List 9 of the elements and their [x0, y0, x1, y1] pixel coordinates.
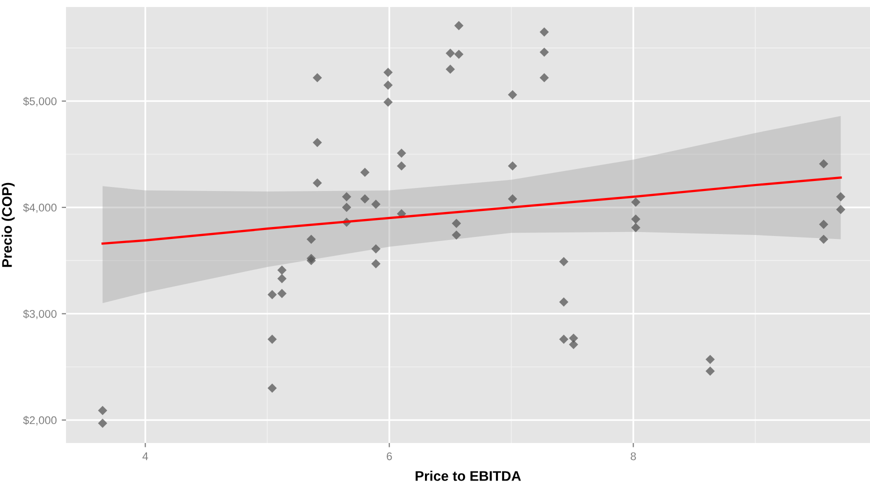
- y-tick-label: $4,000: [23, 203, 57, 213]
- x-tick-label: 6: [386, 452, 392, 460]
- x-axis-title: Price to EBITDA: [416, 470, 521, 481]
- y-axis-title: Precio (COP): [2, 182, 15, 267]
- x-tick-label: 8: [630, 452, 636, 460]
- y-tick-label: $2,000: [23, 416, 57, 426]
- y-tick-label: $5,000: [23, 96, 57, 107]
- y-tick-label: $3,000: [23, 310, 57, 320]
- x-tick-label: 4: [142, 452, 148, 460]
